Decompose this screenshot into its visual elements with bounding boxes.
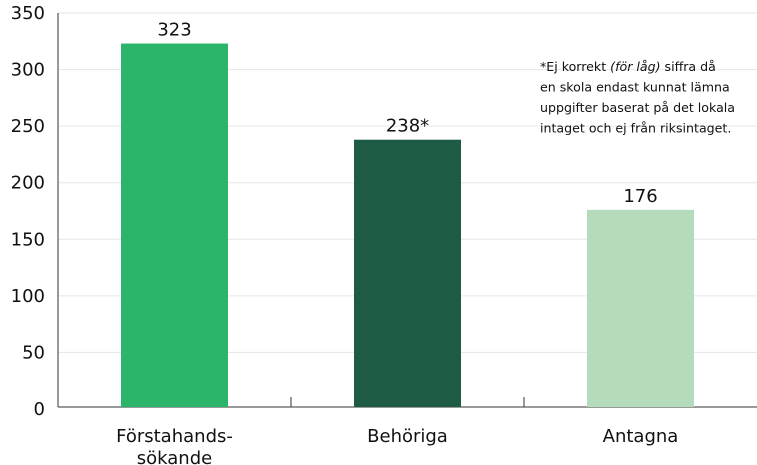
y-tick-label: 350 <box>11 3 45 24</box>
y-tick-label: 200 <box>11 173 45 194</box>
bar <box>354 139 461 407</box>
data-label: 323 <box>157 20 191 41</box>
labels: 0 50 100 150 200 250 300 350 323 Förstahands-söka… <box>11 3 679 465</box>
footnote-line-1-prefix: *Ej korrekt <box>540 59 610 74</box>
footnote-line-1-emphasis: (för låg) <box>610 59 660 74</box>
footnote: *Ej korrekt (för låg) siffra då en skola… <box>540 59 739 136</box>
data-label: 238* <box>386 116 429 137</box>
data-label: 176 <box>623 186 657 207</box>
footnote-line-4: intaget och ej från riksintaget. <box>540 121 731 136</box>
y-tick-label: 300 <box>11 60 45 81</box>
y-tick-label: 50 <box>22 342 45 363</box>
footnote-line-1-suffix: siffra då <box>661 59 716 74</box>
bar <box>587 209 694 407</box>
y-tick-label: 100 <box>11 286 45 307</box>
y-tick-label: 250 <box>11 116 45 137</box>
x-tick-label: Antagna <box>603 426 679 447</box>
y-tick-label: 0 <box>34 399 45 420</box>
bars <box>121 43 694 407</box>
x-tick-label: Behöriga <box>367 426 448 447</box>
footnote-line-3: uppgifter baserat på det lokala <box>540 100 735 115</box>
y-tick-label: 150 <box>11 229 45 250</box>
x-tick-label: sökande <box>137 448 212 465</box>
x-tick-label: Förstahands- <box>116 426 233 447</box>
footnote-line-2: en skola endast kunnat lämna <box>540 80 730 95</box>
bar <box>121 43 228 407</box>
